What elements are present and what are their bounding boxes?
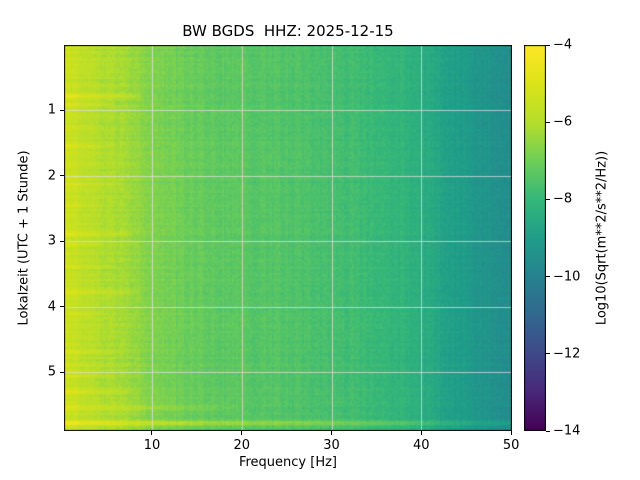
colorbar-label: Log10(Sqrt(m**2/s**2/Hz)) (594, 150, 610, 326)
colorbar-tick-mark (546, 276, 550, 278)
x-tick-mark (420, 431, 422, 435)
colorbar-tick-label: −6 (553, 114, 573, 130)
y-axis-label: Lokalzeit (UTC + 1 Stunde) (16, 150, 32, 326)
x-tick-mark (241, 431, 243, 435)
x-tick-mark (151, 431, 153, 435)
spectrogram-heatmap (64, 45, 512, 431)
chart-title: BW BGDS HHZ: 2025-12-15 (182, 22, 394, 40)
x-tick-label: 10 (143, 438, 161, 453)
y-tick-mark (60, 306, 64, 308)
y-tick-label: 2 (47, 168, 56, 184)
x-tick-label: 40 (413, 438, 430, 453)
y-tick-label: 3 (47, 233, 56, 249)
colorbar-tick-mark (546, 121, 550, 123)
colorbar-tick-mark (546, 44, 550, 46)
colorbar-tick-label: −14 (553, 423, 581, 439)
colorbar-tick-mark (546, 430, 550, 432)
y-tick-label: 4 (47, 299, 56, 315)
y-tick-label: 1 (47, 102, 56, 118)
colorbar-tick-label: −12 (553, 346, 581, 362)
y-tick-mark (60, 240, 64, 242)
y-tick-mark (60, 175, 64, 177)
x-axis-label: Frequency [Hz] (238, 455, 338, 470)
x-tick-label: 50 (502, 438, 520, 453)
colorbar-tick-mark (546, 353, 550, 355)
x-tick-label: 30 (323, 438, 340, 453)
colorbar-tick-mark (546, 198, 550, 200)
colorbar (524, 45, 546, 431)
y-tick-mark (60, 109, 64, 111)
colorbar-tick-label: −10 (553, 269, 581, 285)
colorbar-tick-label: −8 (553, 191, 573, 207)
x-tick-label: 20 (233, 438, 251, 453)
y-tick-mark (60, 371, 64, 373)
colorbar-tick-label: −4 (553, 37, 573, 53)
x-tick-mark (510, 431, 512, 435)
x-tick-mark (331, 431, 333, 435)
y-tick-label: 5 (47, 364, 56, 380)
